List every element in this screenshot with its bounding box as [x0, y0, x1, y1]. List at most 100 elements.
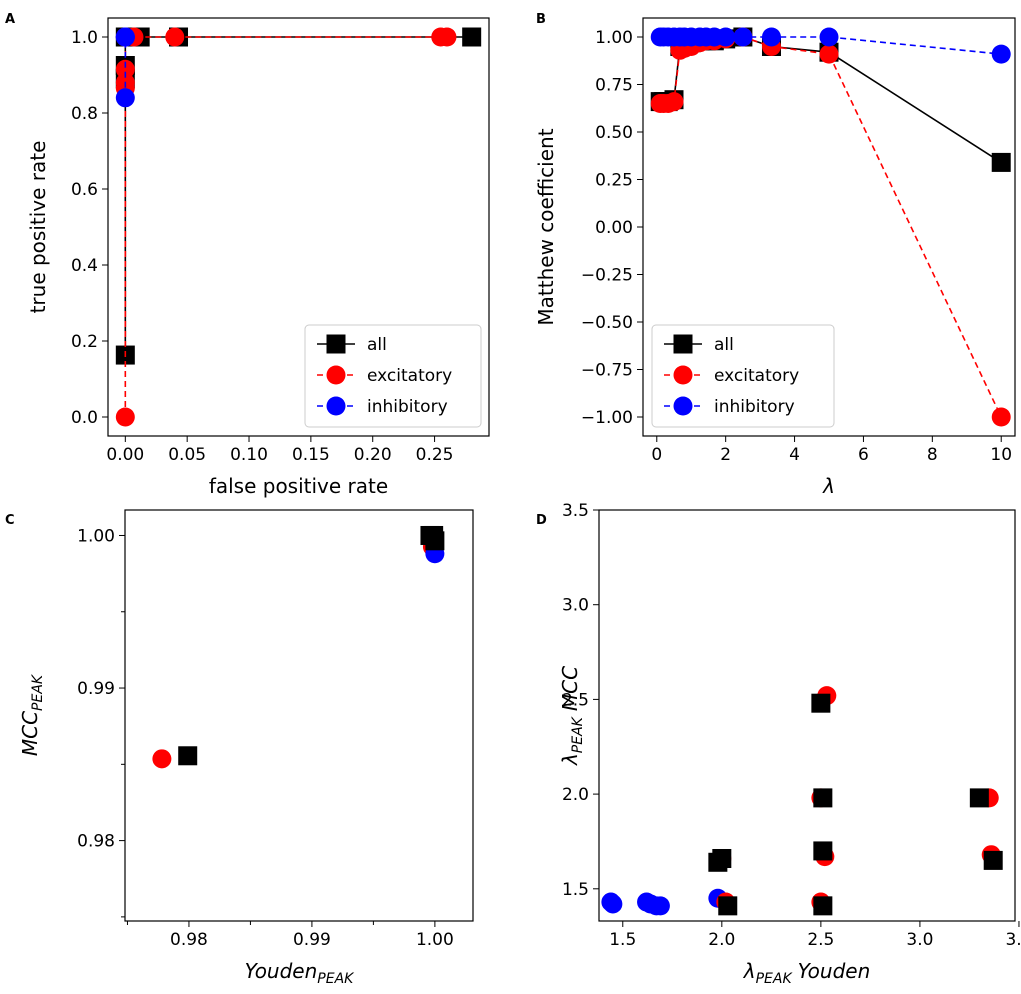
legend: all excitatory inhibitory	[304, 324, 482, 428]
legend-label-all: all	[714, 335, 734, 355]
y-tick-label: 3.5	[562, 501, 589, 521]
panel-letter: D	[536, 513, 547, 528]
legend-marker-excitatory	[673, 365, 693, 385]
data-point-all	[811, 693, 831, 713]
x-tick-label: 2.5	[807, 930, 834, 950]
x-tick-label: 0.00	[106, 445, 144, 465]
legend-marker-all	[673, 334, 693, 354]
y-tick-label: 0.75	[595, 76, 633, 96]
x-tick-label: 6	[858, 445, 869, 465]
data-point-all	[178, 746, 198, 766]
plot-frame	[598, 509, 1016, 922]
x-axis-label-sub: PEAK	[317, 971, 355, 987]
x-tick-label: 0.98	[170, 930, 208, 950]
y-tick-label: 0.0	[71, 408, 98, 428]
x-tick-label: 0.20	[354, 445, 392, 465]
data-point-excitatory	[115, 59, 135, 79]
y-tick-label: 0.25	[595, 171, 633, 191]
legend-box	[304, 324, 482, 428]
y-tick-label: −0.75	[581, 361, 633, 381]
x-tick-label: 2	[720, 445, 731, 465]
data-point-excitatory	[991, 407, 1011, 427]
data-point-excitatory	[819, 44, 839, 64]
y-axis-label-sub: PEAK	[570, 715, 586, 753]
x-tick-label: 0.10	[230, 445, 268, 465]
data-point-all	[718, 896, 738, 916]
data-point-excitatory	[152, 749, 172, 769]
x-axis-label-sub: PEAK	[756, 971, 794, 987]
panel-letter: C	[5, 513, 15, 528]
data-point-excitatory	[664, 92, 684, 112]
y-axis-label-main: Matthew coefficient	[534, 128, 558, 325]
data-point-all	[462, 27, 482, 47]
y-axis-label-tail: MCC	[558, 666, 582, 711]
x-axis-label: λ	[822, 474, 835, 498]
plot-frame	[107, 17, 490, 437]
y-tick-label: 0.00	[595, 218, 633, 238]
data-point-inhibitory	[603, 894, 623, 914]
data-point-all	[813, 841, 833, 861]
y-axis-label-main: MCC	[18, 711, 42, 756]
data-point-inhibitory	[716, 27, 736, 47]
legend-label-inhibitory: inhibitory	[367, 397, 448, 417]
panel-letter: B	[536, 12, 546, 27]
y-tick-label: 0.98	[77, 832, 115, 852]
legend: all excitatory inhibitory	[651, 324, 835, 428]
y-axis-label: MCCPEAK	[18, 673, 46, 756]
panel-b: B 0 2 4 6 8 10 −1.00 −0.75 −0.50 −0.25 0.00 0.25 0.50…	[534, 12, 1016, 498]
y-tick-label: 2.0	[562, 785, 589, 805]
plot-area	[152, 525, 445, 769]
y-tick-label: 0.2	[71, 332, 98, 352]
x-axis-label-main: λ	[743, 959, 756, 983]
x-tick-label: 4	[789, 445, 800, 465]
data-point-all	[991, 152, 1011, 172]
x-tick-label: 2.0	[708, 930, 735, 950]
data-point-inhibitory	[991, 44, 1011, 64]
data-point-excitatory	[165, 27, 185, 47]
x-tick-label: 3.0	[906, 930, 933, 950]
y-tick-label: 0.4	[71, 256, 98, 276]
plot-area	[115, 27, 482, 427]
y-axis-label-sub: PEAK	[30, 673, 46, 711]
data-point-all	[983, 850, 1003, 870]
data-point-inhibitory	[819, 27, 839, 47]
legend-label-excitatory: excitatory	[714, 366, 799, 386]
series-line-inhibitory	[660, 36, 1002, 55]
y-tick-label: −1.00	[581, 408, 633, 428]
x-axis-label: false positive rate	[209, 474, 388, 498]
data-point-inhibitory	[761, 27, 781, 47]
y-tick-label: 1.00	[595, 28, 633, 48]
y-tick-label: 1.00	[77, 526, 115, 546]
data-point-excitatory	[115, 407, 135, 427]
legend-label-excitatory: excitatory	[367, 366, 452, 386]
data-point-excitatory	[437, 27, 457, 47]
data-point-inhibitory	[115, 27, 135, 47]
plot-area	[650, 27, 1011, 427]
x-tick-label: 10	[990, 445, 1012, 465]
x-axis-label: YoudenPEAK	[245, 959, 355, 987]
x-axis-label-tail: Youden	[798, 959, 871, 983]
x-tick-label: 0	[651, 445, 662, 465]
y-axis-label: Matthew coefficient	[534, 128, 558, 325]
plot-frame	[124, 509, 474, 922]
y-tick-label: 0.8	[71, 104, 98, 124]
x-tick-label: 0.25	[416, 445, 454, 465]
data-point-all	[425, 531, 445, 551]
x-axis-label-main: false positive rate	[209, 474, 388, 498]
series-line-excitatory	[660, 36, 1002, 418]
y-tick-label: 0.99	[77, 679, 115, 699]
data-point-inhibitory	[115, 88, 135, 108]
panel-d: D1.52.02.53.03.51.52.02.53.03.5λPEAKYoud…	[536, 501, 1021, 987]
data-point-all	[712, 848, 732, 868]
legend-marker-inhibitory	[673, 396, 693, 416]
x-tick-label: 0.05	[168, 445, 206, 465]
data-point-inhibitory	[733, 27, 753, 47]
legend-label-all: all	[367, 335, 387, 355]
x-axis-label-main: Youden	[245, 959, 318, 983]
x-axis-label-main: λ	[822, 474, 835, 498]
legend-marker-all	[326, 334, 346, 354]
x-tick-label: 0.15	[292, 445, 330, 465]
y-tick-label: 3.0	[562, 596, 589, 616]
data-point-all	[813, 896, 833, 916]
